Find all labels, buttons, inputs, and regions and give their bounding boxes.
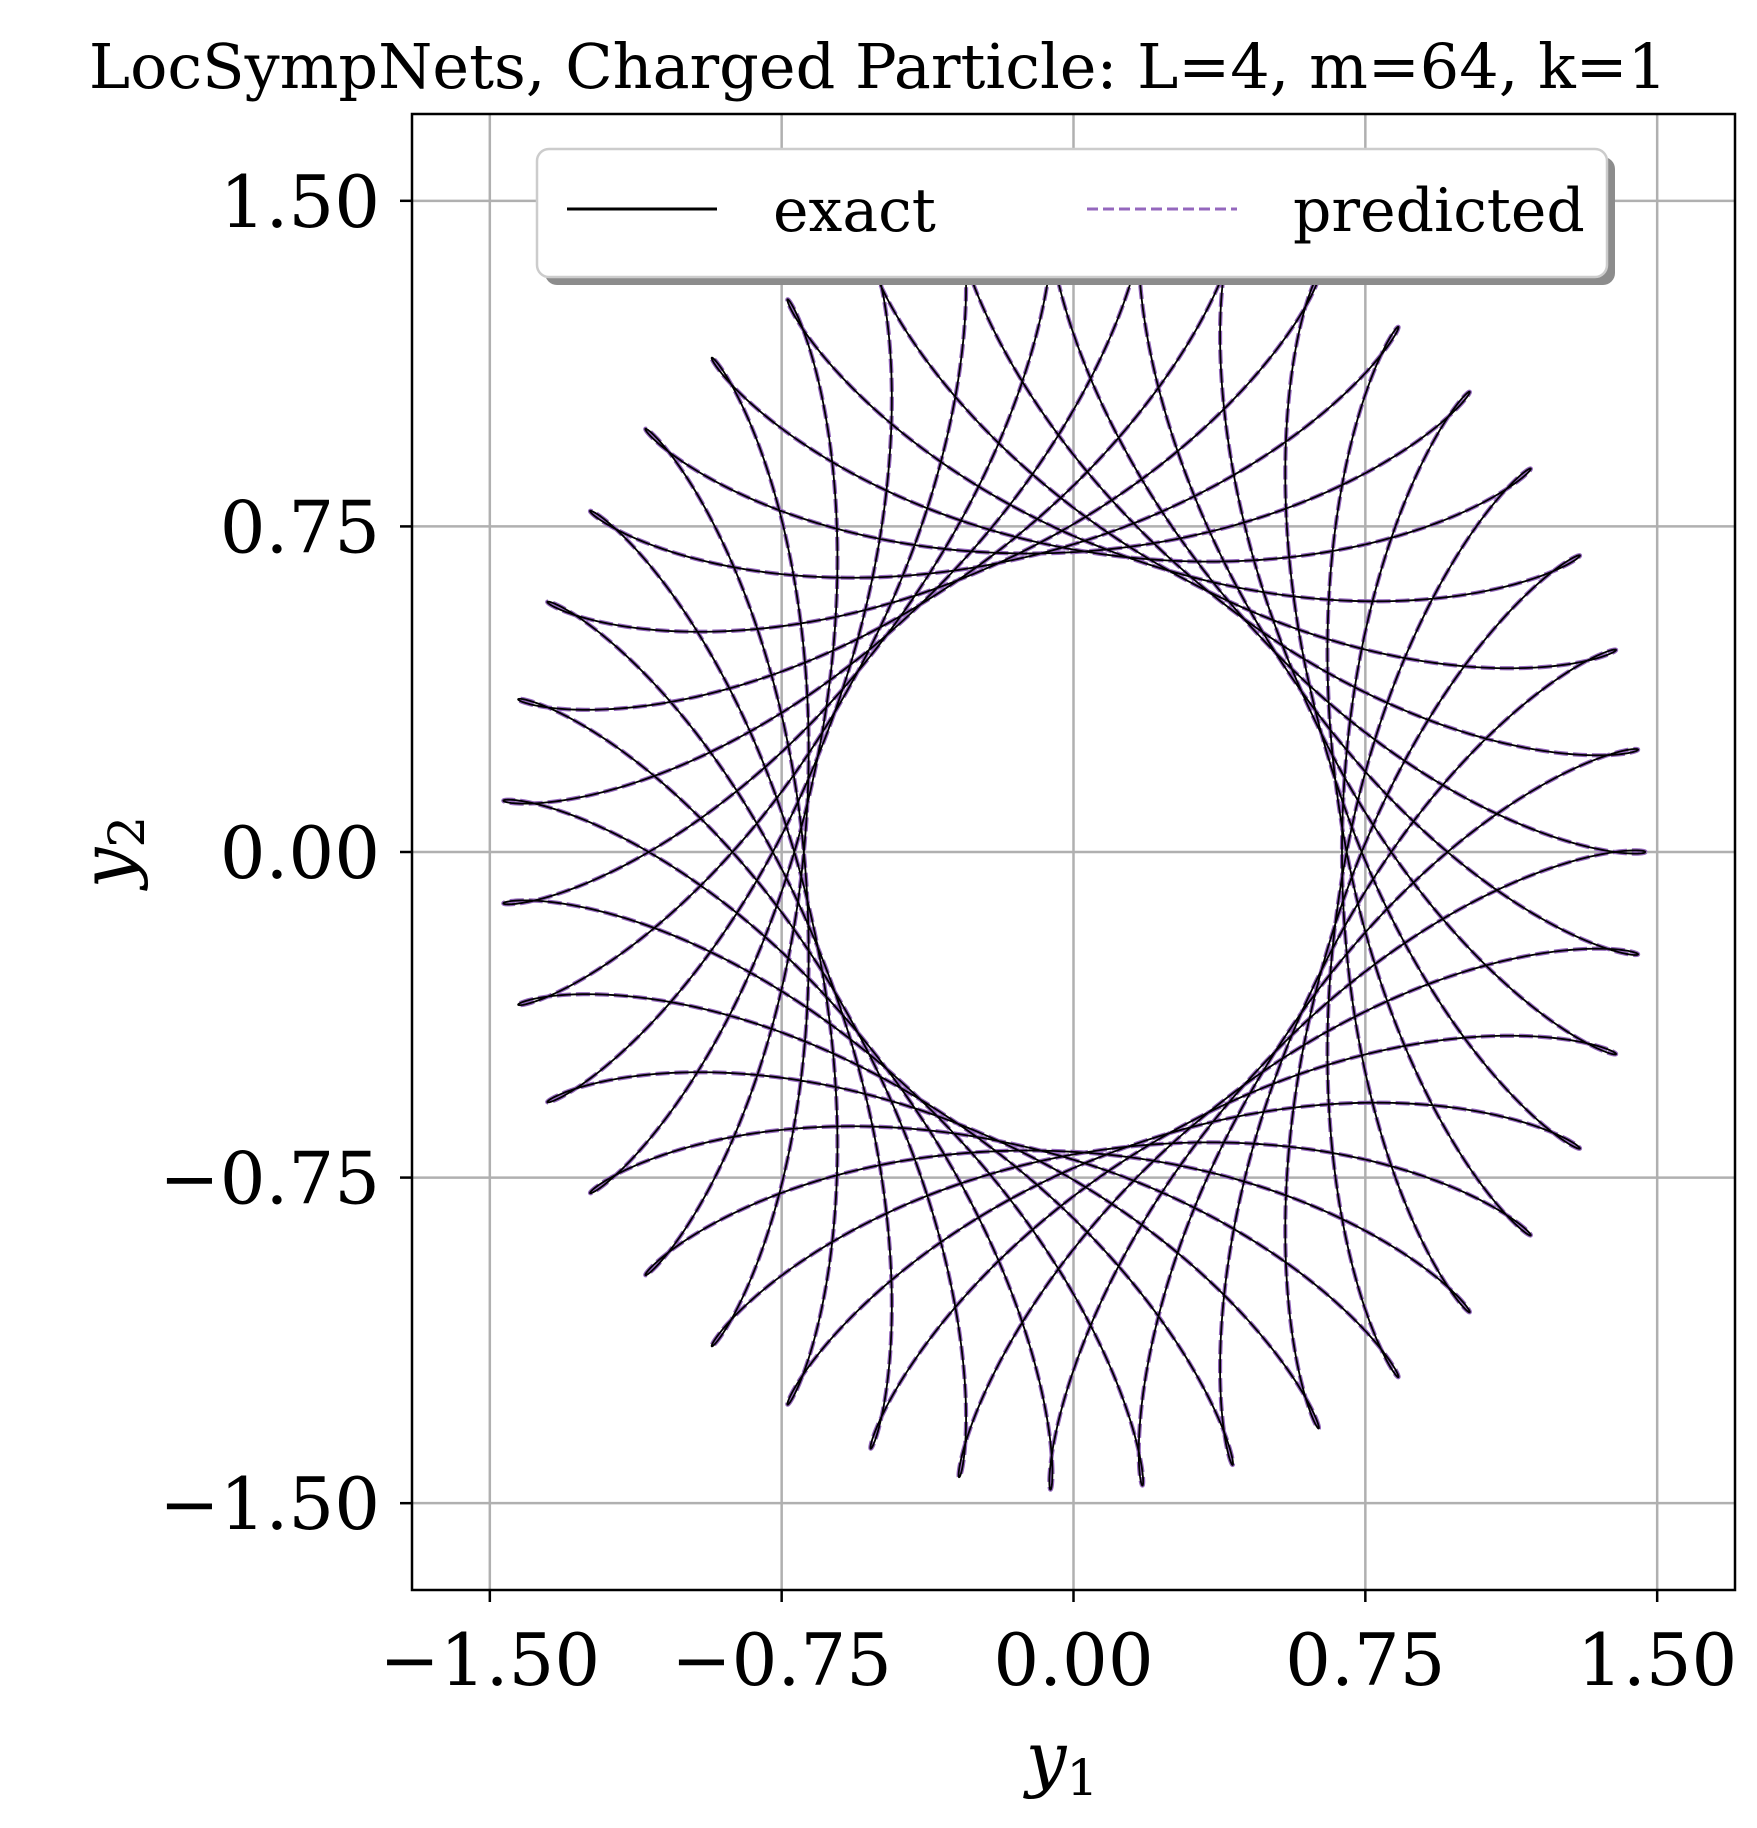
legend: exact predicted [535, 147, 1615, 285]
y-tick-label-2: 0.00 [220, 811, 380, 895]
y-tick-label-3: 0.75 [220, 485, 380, 569]
x-tick-label-2: 0.00 [993, 1618, 1153, 1702]
x-tick-label-1: −0.75 [671, 1618, 892, 1702]
x-tick-label-3: 0.75 [1285, 1618, 1445, 1702]
x-tick-label-4: 1.50 [1577, 1618, 1737, 1702]
chart-title: LocSympNets, Charged Particle: L=4, m=64… [89, 30, 1667, 103]
series-line-exact [502, 213, 1647, 1491]
y-tick-label-4: 1.50 [220, 160, 380, 244]
y-axis-label: y2 [65, 816, 156, 892]
x-tick-label-0: −1.50 [380, 1618, 601, 1702]
y-tick-label-0: −1.50 [159, 1462, 380, 1546]
legend-label-exact: exact [773, 176, 936, 246]
axis-ticks: −1.50 −0.75 0.00 0.75 1.50 −1.50 −0.75 0.00 0.75… [159, 160, 1737, 1702]
x-axis-label: y1 [1023, 1716, 1099, 1807]
plot-traces [501, 212, 1648, 1492]
y-tick-label-1: −0.75 [159, 1137, 380, 1221]
legend-label-predicted: predicted [1293, 176, 1585, 246]
legend-box [535, 147, 1609, 279]
